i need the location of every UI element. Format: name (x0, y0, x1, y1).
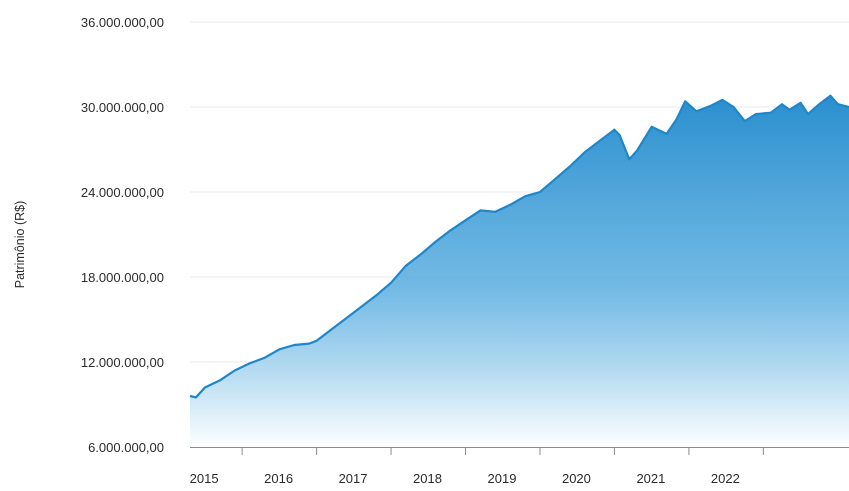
series-line (189, 94, 849, 399)
y-axis-title: Patrimônio (R$) (13, 201, 27, 289)
y-tick-label: 12.000.000,00 (81, 355, 164, 370)
x-tick-label: 2022 (711, 471, 740, 486)
y-tick-labels: 6.000.000,00 12.000.000,00 18.000.000,00 24… (81, 15, 164, 455)
x-tick-label: 2016 (264, 471, 293, 486)
x-tick-labels: 2015 2016 2017 2018 2019 2020 2021 2022 (190, 447, 764, 486)
x-tick-label: 2018 (413, 471, 442, 486)
y-tick-label: 30.000.000,00 (81, 100, 164, 115)
y-tick-label: 6.000.000,00 (88, 440, 164, 455)
y-tick-label: 24.000.000,00 (81, 185, 164, 200)
x-tick-label: 2021 (636, 471, 665, 486)
x-tick-label: 2015 (190, 471, 219, 486)
x-tick-label: 2017 (339, 471, 368, 486)
y-tick-label: 18.000.000,00 (81, 270, 164, 285)
area-fill (190, 95, 849, 447)
y-tick-label: 36.000.000,00 (81, 15, 164, 30)
x-tick-label: 2020 (562, 471, 591, 486)
x-tick-label: 2019 (488, 471, 517, 486)
